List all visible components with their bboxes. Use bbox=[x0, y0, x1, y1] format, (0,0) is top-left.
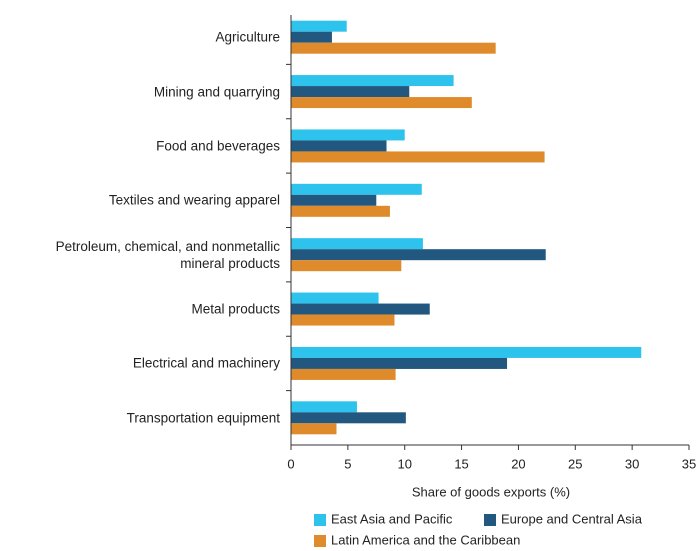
legend-swatch bbox=[314, 514, 326, 526]
bar bbox=[291, 423, 337, 435]
bar bbox=[291, 368, 396, 380]
y-tick-label: Electrical and machinery bbox=[132, 355, 280, 371]
bar bbox=[291, 357, 508, 369]
legend-label: Europe and Central Asia bbox=[501, 511, 643, 526]
y-tick-label: Agriculture bbox=[215, 29, 280, 45]
bar bbox=[291, 238, 423, 250]
legend-swatch bbox=[314, 535, 326, 547]
bar bbox=[291, 412, 406, 424]
bar bbox=[291, 42, 496, 54]
bar bbox=[291, 314, 395, 326]
x-tick-label: 20 bbox=[511, 456, 525, 471]
bar bbox=[291, 401, 357, 413]
x-tick-label: 5 bbox=[344, 456, 351, 471]
bar bbox=[291, 75, 454, 87]
bar bbox=[291, 303, 430, 315]
y-tick-label: Petroleum, chemical, and nonmetallic min… bbox=[55, 238, 280, 271]
bar bbox=[291, 97, 472, 109]
x-tick-label: 25 bbox=[568, 456, 582, 471]
x-tick-label: 0 bbox=[287, 456, 294, 471]
bar bbox=[291, 151, 545, 163]
x-tick-label: 30 bbox=[625, 456, 639, 471]
bar bbox=[291, 205, 390, 217]
x-axis-label: Share of goods exports (%) bbox=[412, 484, 570, 499]
bar bbox=[291, 140, 387, 152]
x-tick-label: 35 bbox=[682, 456, 696, 471]
y-tick-label: Transportation equipment bbox=[126, 410, 280, 426]
bar bbox=[291, 346, 642, 358]
bar bbox=[291, 292, 379, 304]
y-tick-label: Food and beverages bbox=[156, 138, 280, 154]
bar bbox=[291, 31, 332, 43]
legend-label: Latin America and the Caribbean bbox=[331, 532, 520, 547]
x-tick-label: 15 bbox=[454, 456, 468, 471]
y-tick-label: Mining and quarrying bbox=[153, 84, 280, 100]
bar bbox=[291, 86, 410, 98]
bar bbox=[291, 129, 405, 141]
bar bbox=[291, 20, 347, 32]
legend-label: East Asia and Pacific bbox=[331, 511, 453, 526]
legend-swatch bbox=[484, 514, 496, 526]
bar bbox=[291, 249, 546, 261]
x-tick-label: 10 bbox=[397, 456, 411, 471]
bar bbox=[291, 260, 402, 272]
bar bbox=[291, 183, 422, 195]
y-tick-label: Metal products bbox=[191, 301, 280, 317]
y-tick-label: Textiles and wearing apparel bbox=[108, 192, 280, 208]
bar bbox=[291, 194, 377, 206]
